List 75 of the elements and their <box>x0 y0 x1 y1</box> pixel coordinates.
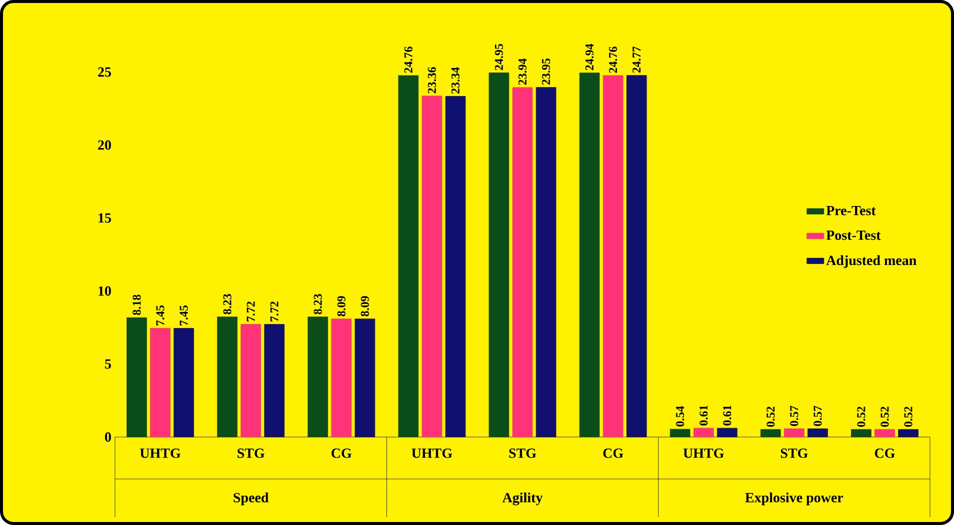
data-label: 0.52 <box>857 406 866 427</box>
data-label: 7.72 <box>246 302 255 322</box>
y-tick-label: 20 <box>98 140 111 150</box>
legend-label: Post-Test <box>826 230 881 240</box>
x-tick-label: STG <box>509 448 536 458</box>
bar <box>174 328 194 438</box>
data-label: 7.72 <box>270 302 278 322</box>
data-label: 24.95 <box>494 44 504 70</box>
data-label: 8.23 <box>314 294 322 314</box>
bar <box>512 87 533 438</box>
bar <box>626 75 647 438</box>
bar <box>308 316 328 438</box>
data-label: 8.09 <box>360 296 370 316</box>
data-label: 0.54 <box>676 406 684 426</box>
bar <box>488 72 510 438</box>
y-tick-label: 25 <box>98 67 111 77</box>
x-tick-label: STG <box>238 448 264 458</box>
data-label: 8.09 <box>337 296 346 316</box>
bar <box>784 428 804 438</box>
bar <box>874 429 895 438</box>
data-label: 24.94 <box>585 44 594 70</box>
x-tick-label: UHTG <box>140 448 181 458</box>
data-label: 0.57 <box>790 406 798 426</box>
bar <box>760 429 781 438</box>
y-tick-label: 5 <box>105 359 111 369</box>
data-label: 24.76 <box>609 46 618 73</box>
x-tick-label: CG <box>332 448 352 458</box>
x-tick-label: UHTG <box>683 448 724 458</box>
data-label: 8.18 <box>132 294 141 315</box>
x-tick-label: CG <box>874 448 895 458</box>
data-label: 23.94 <box>518 58 527 85</box>
x-tick-label: UHTG <box>412 448 452 458</box>
text: Agility <box>502 492 543 506</box>
y-tick-label: 0 <box>105 432 111 442</box>
text: Speed <box>234 492 269 506</box>
bar <box>808 428 828 438</box>
bar <box>717 428 738 438</box>
y-tick-label: 15 <box>98 213 111 223</box>
bar <box>422 96 442 438</box>
data-label: 7.45 <box>180 305 188 326</box>
bar <box>331 318 352 438</box>
data-label: 0.52 <box>766 406 775 427</box>
bar <box>898 429 918 438</box>
y-tick-label: 10 <box>98 286 111 296</box>
data-label: 24.76 <box>404 46 412 73</box>
bar <box>693 428 714 438</box>
data-label: 0.52 <box>880 406 889 427</box>
bar <box>579 72 600 438</box>
bar <box>126 317 147 438</box>
bar <box>398 75 419 438</box>
bar <box>150 328 170 438</box>
bar <box>670 428 690 438</box>
bar <box>240 324 261 438</box>
data-label: 0.61 <box>700 406 708 426</box>
bar <box>445 96 466 438</box>
data-label: 23.34 <box>451 67 460 94</box>
bar <box>354 318 376 438</box>
text: Explosive power <box>745 492 844 506</box>
data-label: 0.52 <box>904 406 912 427</box>
data-label: 0.61 <box>723 406 732 426</box>
data-label: 8.23 <box>223 294 232 314</box>
bar <box>264 324 285 438</box>
legend-label: Pre-Test <box>826 206 876 216</box>
data-label: 24.77 <box>632 46 641 73</box>
data-label: 0.57 <box>814 406 822 426</box>
x-tick-label: STG <box>780 448 808 458</box>
data-label: 23.95 <box>542 58 550 85</box>
x-tick-label: CG <box>603 448 624 458</box>
bar <box>602 75 624 438</box>
bar <box>217 316 238 438</box>
data-label: 7.45 <box>156 305 164 326</box>
data-label: 23.36 <box>428 67 436 94</box>
legend-label: Adjusted mean <box>826 255 916 268</box>
bar <box>536 87 556 438</box>
bar <box>851 429 872 438</box>
